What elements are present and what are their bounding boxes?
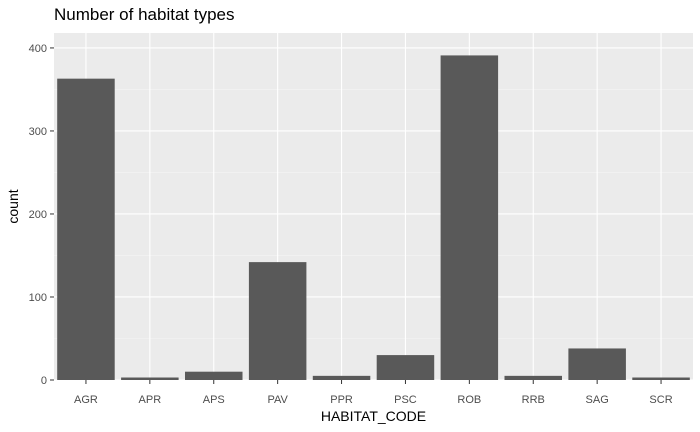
bars — [57, 55, 690, 380]
x-tick-label: PSC — [394, 394, 417, 406]
bar-psc — [376, 355, 435, 380]
bar-rrb — [504, 375, 563, 380]
bar-aps — [184, 371, 243, 380]
y-tick-label: 300 — [29, 126, 47, 138]
bar-apr — [121, 377, 179, 380]
y-tick-label: 100 — [29, 292, 47, 304]
x-tick-label: ROB — [457, 394, 481, 406]
bar-pav — [248, 262, 307, 380]
y-tick-label: 0 — [41, 375, 47, 387]
y-tick-label: 200 — [29, 209, 47, 221]
x-axis-ticks: AGR APR APS PAV PPR PSC ROB RRB SAG SCR — [74, 380, 673, 406]
bar-scr — [632, 377, 690, 380]
x-tick-label: PAV — [267, 394, 288, 406]
x-tick-label: SAG — [586, 394, 609, 406]
plot-panel — [54, 33, 693, 380]
x-tick-label: AGR — [74, 394, 98, 406]
x-tick-label: APR — [139, 394, 162, 406]
x-tick-label: PPR — [330, 394, 353, 406]
x-axis-title: HABITAT_CODE — [321, 408, 426, 424]
bar-rob — [440, 55, 499, 380]
y-axis-title: count — [5, 189, 21, 223]
x-tick-label: APS — [203, 394, 225, 406]
x-tick-label: RRB — [522, 394, 545, 406]
bar-ppr — [312, 375, 371, 380]
bar-agr — [57, 78, 115, 380]
chart-title: Number of habitat types — [54, 5, 234, 24]
bar-sag — [568, 348, 626, 380]
x-tick-label: SCR — [649, 394, 672, 406]
y-axis-ticks: 0 100 200 300 400 — [29, 43, 54, 387]
y-tick-label: 400 — [29, 43, 47, 55]
